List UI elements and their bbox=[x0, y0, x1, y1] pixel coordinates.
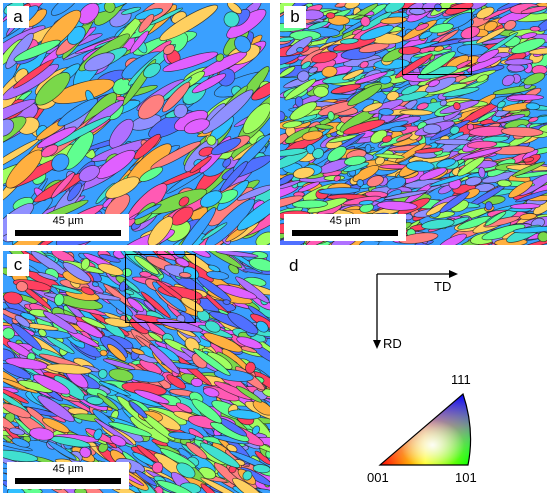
rd-label: RD bbox=[383, 336, 402, 351]
scale-bar-line-a bbox=[15, 230, 121, 236]
ipf-triangle bbox=[378, 392, 472, 466]
td-arrow-head bbox=[449, 270, 458, 278]
ebsd-map-b-image bbox=[280, 3, 547, 245]
ebsd-map-a-image bbox=[3, 3, 270, 245]
ebsd-map-a: a 45 µm bbox=[3, 3, 270, 245]
ebsd-map-c: c 45 µm bbox=[3, 251, 270, 493]
inset-box-b bbox=[402, 8, 472, 75]
scale-text-b: 45 µm bbox=[329, 215, 361, 227]
corner-label-001: 001 bbox=[367, 470, 389, 485]
panel-label-d: d bbox=[289, 256, 299, 275]
scale-bar-line-c bbox=[15, 478, 121, 484]
corner-label-111: 111 bbox=[451, 372, 471, 387]
ipf-legend-panel: d bbox=[275, 250, 550, 497]
rd-arrow-head bbox=[373, 340, 381, 349]
ebsd-map-b: b 45 µm bbox=[280, 3, 547, 245]
scale-bar-c: 45 µm bbox=[7, 462, 129, 489]
panel-label-a: a bbox=[7, 6, 29, 28]
inset-box-c bbox=[125, 254, 196, 323]
ebsd-map-c-image bbox=[3, 251, 270, 493]
corner-label-101: 101 bbox=[455, 470, 477, 485]
scale-text-a: 45 µm bbox=[52, 215, 84, 227]
scale-bar-a: 45 µm bbox=[7, 214, 129, 241]
ipf-legend-graphic bbox=[373, 270, 472, 466]
scale-bar-line-b bbox=[292, 230, 398, 236]
td-label: TD bbox=[434, 279, 452, 294]
panel-label-c: c bbox=[7, 254, 29, 276]
panel-label-b: b bbox=[284, 6, 306, 28]
scale-text-c: 45 µm bbox=[52, 463, 84, 475]
scale-bar-b: 45 µm bbox=[284, 214, 406, 241]
